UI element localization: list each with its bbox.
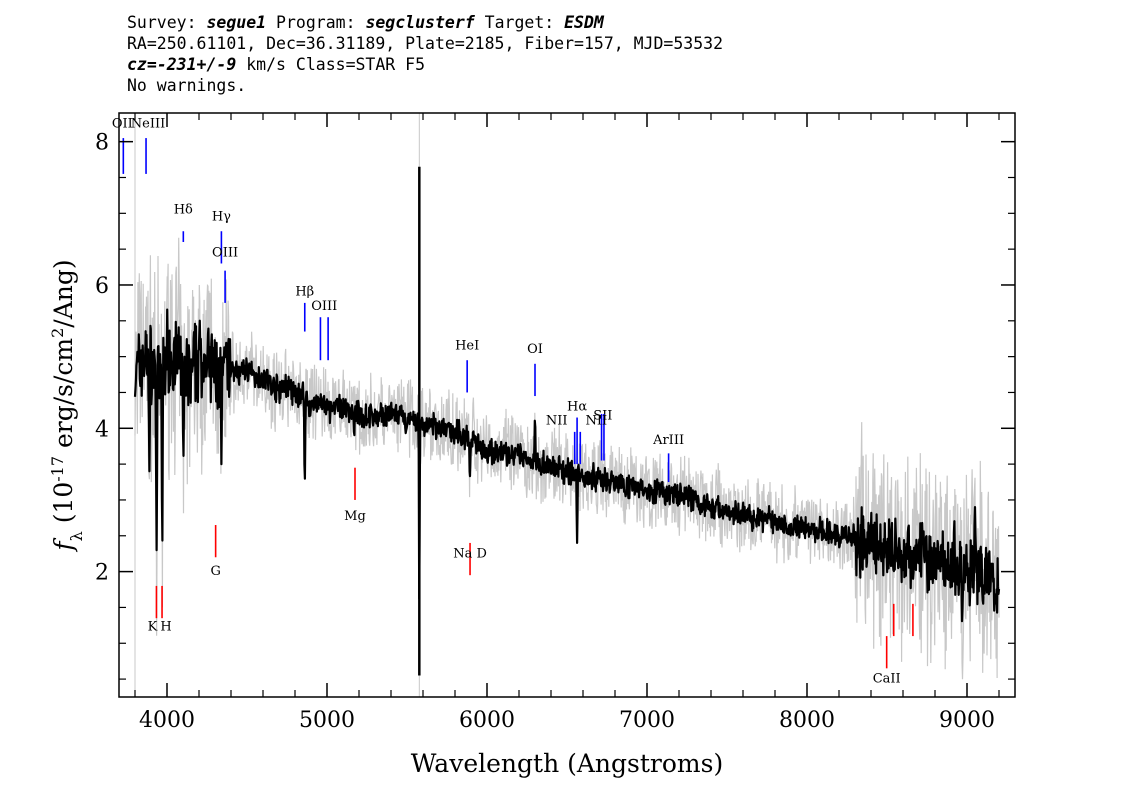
target-value: ESDM — [564, 13, 604, 32]
x-tick-label-8000: 8000 — [779, 708, 835, 733]
survey-value: segue1 — [206, 13, 267, 32]
cz-value: -231+/-9 — [156, 55, 237, 74]
axes: 4000 5000 6000 7000 8000 9000 2 4 6 8 — [95, 113, 1015, 733]
line-marker-label-nii-2: NII — [585, 414, 607, 429]
line-marker-label-6: OIII — [311, 299, 337, 314]
line-marker-label-20: Na D — [453, 546, 487, 561]
program-value: segclusterf — [365, 13, 475, 32]
cz-label: cz= — [127, 55, 157, 74]
y-tick-label-8: 8 — [95, 131, 109, 156]
line-marker-label-4: OIII — [212, 245, 238, 260]
header-line-redshift: cz=-231+/-9 km/s Class=STAR F5 — [127, 54, 723, 75]
x-tick-label-5000: 5000 — [299, 708, 355, 733]
y-axis-title-part: f — [49, 538, 78, 553]
line-marker-label-9: OI — [527, 342, 543, 357]
line-marker-label-13: SII — [593, 409, 612, 424]
line-marker-label-17: H — [160, 619, 171, 634]
line-marker-label-18: G — [210, 564, 220, 579]
header-line-warnings: No warnings. — [127, 76, 247, 95]
line-marker-label-5: Hβ — [295, 285, 314, 300]
program-label: Program: — [266, 13, 366, 32]
line-marker-label-10: NII — [546, 414, 568, 429]
spectrum-header: Survey: segue1 Program: segclusterf Targ… — [127, 12, 723, 96]
y-axis-title-part: /Ang) — [49, 259, 78, 327]
line-marker-label-15: ArIII — [652, 433, 684, 448]
line-marker-label-3: Hγ — [212, 209, 231, 224]
line-marker-label-0: OII — [112, 116, 133, 131]
cz-rest: km/s Class=STAR F5 — [236, 55, 426, 74]
survey-label: Survey: — [127, 13, 207, 32]
line-marker-label-8: HeI — [455, 338, 479, 353]
y-axis-title-part: λ — [67, 531, 86, 541]
x-tick-label-6000: 6000 — [459, 708, 515, 733]
header-line-survey: Survey: segue1 Program: segclusterf Targ… — [127, 12, 723, 33]
y-axis-title-part: (10 — [49, 482, 78, 532]
line-marker-label-21: CaII — [873, 672, 901, 687]
line-marker-label-19: Mg — [344, 509, 366, 524]
y-axis-title-part: -17 — [48, 456, 67, 482]
x-tick-label-7000: 7000 — [619, 708, 675, 733]
y-axis-title-part: erg/s/cm — [49, 338, 78, 456]
header-line-coordinates: RA=250.61101, Dec=36.31189, Plate=2185, … — [127, 34, 724, 53]
y-tick-label-6: 6 — [95, 274, 109, 299]
x-tick-label-9000: 9000 — [939, 708, 995, 733]
y-tick-label-2: 2 — [95, 561, 109, 586]
line-marker-label-2: Hδ — [174, 202, 193, 217]
y-axis-title: fλ (10-17 erg/s/cm2/Ang) — [48, 259, 86, 552]
flux-series — [133, 166, 1001, 676]
y-tick-label-4: 4 — [95, 417, 109, 442]
line-marker-label-1: NeIII — [131, 116, 165, 131]
plot-frame — [118, 112, 1016, 698]
flux-line — [133, 308, 1001, 623]
y-axis-title-part: 2 — [48, 328, 67, 338]
line-marker-label-11: Hα — [567, 399, 587, 414]
target-label: Target: — [474, 13, 565, 32]
x-axis-title: Wavelength (Angstroms) — [411, 749, 723, 778]
x-tick-label-4000: 4000 — [139, 708, 195, 733]
line-marker-label-16: K — [148, 619, 158, 634]
